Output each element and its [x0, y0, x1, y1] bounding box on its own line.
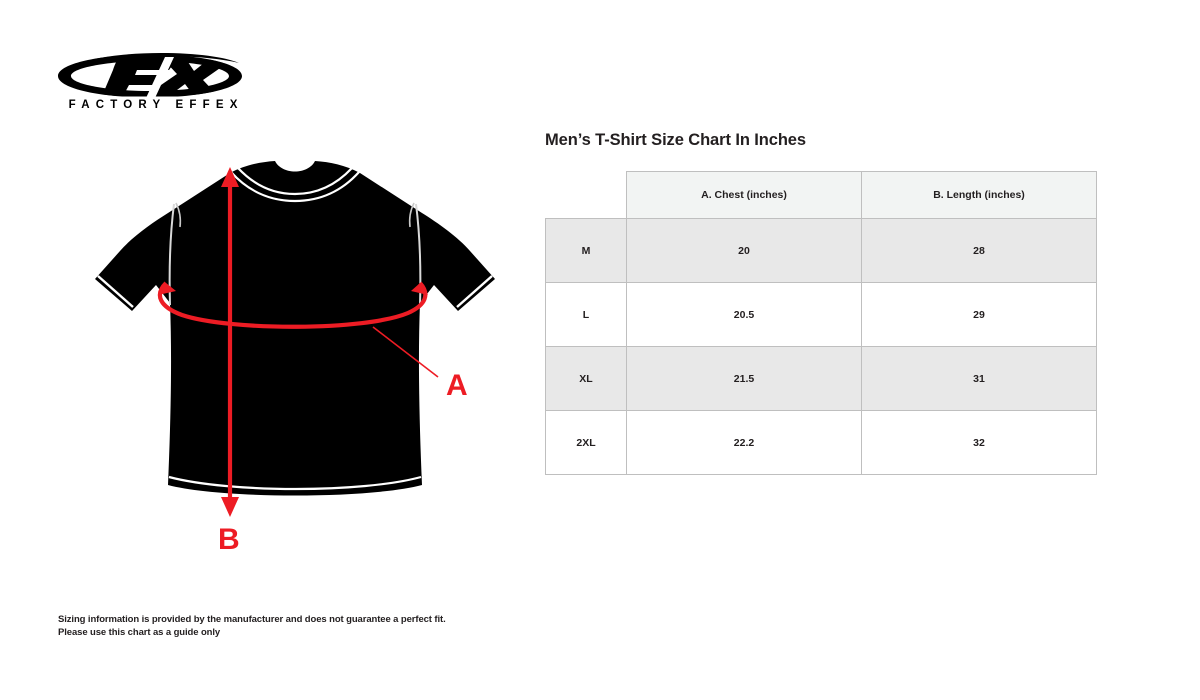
hem-stitching [168, 475, 422, 491]
marker-label-b: B [218, 523, 240, 555]
cell-size: M [545, 218, 627, 283]
disclaimer-line-2: Please use this chart as a guide only [58, 626, 221, 638]
cell-length: 31 [861, 346, 1097, 411]
cell-chest: 21.5 [626, 346, 862, 411]
cell-length: 32 [861, 410, 1097, 475]
table-row: L 20.5 29 [545, 282, 1097, 347]
cell-size: L [545, 282, 627, 347]
cell-length: 29 [861, 282, 1097, 347]
column-header-chest: A. Chest (inches) [626, 171, 862, 219]
chest-measure-ellipse [157, 281, 428, 329]
table-corner-cell [545, 171, 627, 219]
table-row: 2XL 22.2 32 [545, 410, 1097, 475]
cell-length: 28 [861, 218, 1097, 283]
tshirt-illustration: A B [95, 161, 495, 555]
fx-logo-icon [58, 53, 242, 98]
length-measure-arrowheads [221, 167, 239, 517]
collar-stitching [230, 167, 360, 203]
chart-title: Men’s T-Shirt Size Chart In Inches [545, 131, 806, 149]
brand-wordmark: FACTORY EFFEX [68, 99, 244, 111]
cell-chest: 20 [626, 218, 862, 283]
disclaimer-note: Sizing information is provided by the ma… [58, 614, 446, 639]
table-header-row: A. Chest (inches) B. Length (inches) [545, 171, 1097, 219]
brand-logo: FACTORY EFFEX [57, 52, 247, 118]
chest-leader-line [372, 326, 439, 378]
table-row: M 20 28 [545, 218, 1097, 283]
sleeve-cuff-stitching [97, 275, 493, 308]
cell-chest: 22.2 [626, 410, 862, 475]
disclaimer-line-1: Sizing information is provided by the ma… [58, 614, 446, 625]
cell-chest: 20.5 [626, 282, 862, 347]
cell-size: XL [545, 346, 627, 411]
size-chart-table: A. Chest (inches) B. Length (inches) M 2… [545, 171, 1097, 475]
marker-label-a: A [446, 369, 468, 402]
table-row: XL 21.5 31 [545, 346, 1097, 411]
column-header-length: B. Length (inches) [861, 171, 1097, 219]
size-chart-panel: Men’s T-Shirt Size Chart In Inches A. Ch… [545, 130, 1100, 475]
shoulder-notch [175, 202, 415, 228]
cell-size: 2XL [545, 410, 627, 475]
chest-measure-arrowheads [158, 283, 428, 295]
armhole-seams [168, 203, 422, 306]
